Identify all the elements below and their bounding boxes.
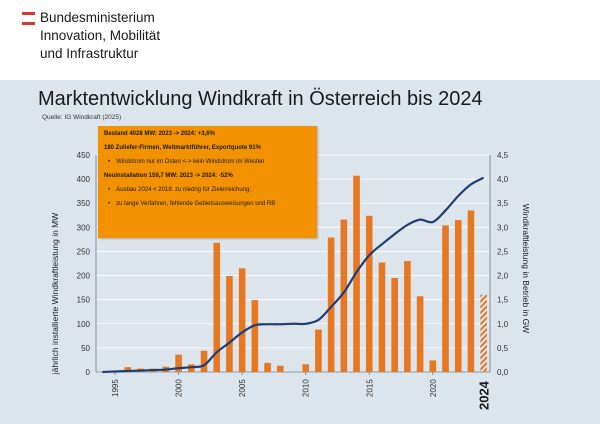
y-right-tick-label: 0,0 xyxy=(497,368,509,377)
flag-stripe-bottom xyxy=(22,22,35,25)
bar xyxy=(276,365,284,372)
flag-stripe-top xyxy=(22,12,35,15)
y-left-tick-label: 0 xyxy=(86,368,91,377)
info-line-suppliers: 180 Zuliefer-Firmen, Weltmarktführer, Ex… xyxy=(104,145,261,151)
y-left-tick-label: 300 xyxy=(77,223,91,232)
bar xyxy=(454,220,462,372)
x-tick-label: 2010 xyxy=(302,379,311,397)
x-tick-label: 2000 xyxy=(175,379,184,397)
ministry-name: Bundesministerium Innovation, Mobilität … xyxy=(40,9,160,63)
y-right-tick-label: 2,0 xyxy=(497,272,509,281)
bar xyxy=(251,300,259,372)
x-tick-label: 2015 xyxy=(365,379,374,397)
bar xyxy=(480,294,487,372)
y-left-tick-label: 450 xyxy=(77,151,91,160)
x-tick-label: 2020 xyxy=(429,379,438,397)
bar xyxy=(378,262,386,372)
y-right-tick-label: 2,5 xyxy=(497,247,509,256)
bar xyxy=(226,276,233,372)
bar xyxy=(213,242,221,372)
y-left-tick-label: 250 xyxy=(77,247,91,256)
bar xyxy=(238,268,246,372)
y-left-tick-label: 50 xyxy=(81,344,90,353)
y-right-tick-label: 4,0 xyxy=(497,175,509,184)
y-right-tick-label: 1,0 xyxy=(497,320,509,329)
y-axis-left-label: jährlich installierte Windkraftleistung … xyxy=(50,213,60,376)
bar xyxy=(340,219,348,372)
series-line-capacity xyxy=(102,176,485,374)
info-bullet: Ausbau 2024 < 2018: zu niedrig für Ziele… xyxy=(108,187,313,193)
x-tick-label: 2005 xyxy=(238,379,247,397)
y-left-tick-label: 100 xyxy=(77,320,91,329)
info-bullet: Windstrom nur im Osten <-> kein Windstro… xyxy=(108,159,313,165)
y-left-tick-label: 200 xyxy=(77,272,91,281)
y-right-tick-label: 0,5 xyxy=(497,344,509,353)
y-right-tick-label: 4,5 xyxy=(497,151,509,160)
bar xyxy=(200,350,208,372)
bar xyxy=(467,210,475,372)
info-bullet: zu lange Verfahren, fehlende Gebietsausw… xyxy=(108,201,313,207)
bar xyxy=(302,364,310,372)
ministry-line: Innovation, Mobilität xyxy=(40,28,161,43)
bar xyxy=(327,237,335,372)
y-left-tick-label: 350 xyxy=(77,199,91,208)
chart-title: Marktentwicklung Windkraft in Österreich… xyxy=(38,88,483,110)
y-left-tick-label: 400 xyxy=(77,175,91,184)
y-right-tick-label: 3,0 xyxy=(497,223,509,232)
bar xyxy=(404,261,411,372)
bar xyxy=(391,277,398,372)
info-box: Bestand 4028 MW: 2023 -> 2024: +3,6% 180… xyxy=(98,126,317,238)
y-left-tick-label: 150 xyxy=(77,296,91,305)
y-axis-right-label: Windkraftleistung in Betrieb in GW xyxy=(521,204,531,333)
info-line-new-installation: Neuinstallation 159,7 MW: 2023 -> 2024: … xyxy=(104,173,233,179)
ministry-line: und Infrastruktur xyxy=(40,46,139,61)
chart-source: Quelle: IG Windkraft (2025) xyxy=(42,114,122,121)
bar xyxy=(175,354,182,372)
bar xyxy=(124,367,132,372)
bar xyxy=(442,225,449,372)
bar xyxy=(264,362,271,372)
ministry-line: Bundesministerium xyxy=(40,10,155,25)
x-tick-label: 1995 xyxy=(111,379,120,397)
y-right-tick-label: 1,5 xyxy=(497,296,509,305)
x-tick-label-highlight: 2024 xyxy=(477,380,492,410)
bar xyxy=(315,329,322,372)
bar xyxy=(429,360,437,372)
info-line-stock: Bestand 4028 MW: 2023 -> 2024: +3,6% xyxy=(104,131,215,137)
y-right-tick-label: 3,5 xyxy=(497,199,509,208)
bar xyxy=(365,215,373,372)
header: Bundesministerium Innovation, Mobilität … xyxy=(0,0,600,80)
bar xyxy=(416,296,424,372)
